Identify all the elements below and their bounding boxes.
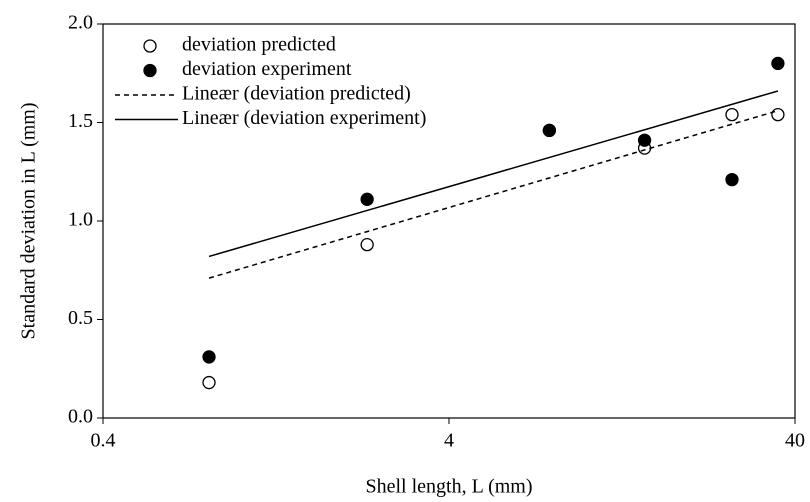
data-point bbox=[771, 107, 785, 122]
legend-marker bbox=[143, 39, 157, 53]
y-tick-label: 0.5 bbox=[68, 307, 93, 329]
data-point bbox=[202, 375, 216, 390]
y-tick-label: 1.5 bbox=[68, 110, 93, 132]
x-tick-label: 0.4 bbox=[91, 430, 116, 452]
y-axis-label: Standard deviation in L (mm) bbox=[18, 103, 40, 340]
y-tick-label: 0.0 bbox=[68, 406, 93, 428]
x-axis-label: Shell length, L (mm) bbox=[365, 476, 532, 498]
y-tick-label: 1.0 bbox=[68, 209, 93, 231]
data-point bbox=[725, 172, 739, 187]
data-point bbox=[202, 350, 216, 364]
data-point bbox=[542, 123, 557, 138]
legend-marker bbox=[143, 63, 157, 78]
x-tick-label: 4 bbox=[444, 430, 454, 452]
legend-label: Lineær (deviation predicted) bbox=[182, 83, 411, 105]
legend-label: deviation predicted bbox=[182, 34, 336, 56]
data-point bbox=[725, 107, 739, 122]
trend-line bbox=[208, 109, 779, 279]
data-point bbox=[360, 192, 374, 206]
data-point bbox=[637, 133, 652, 147]
x-tick-label: 40 bbox=[785, 430, 805, 452]
trend-line bbox=[208, 90, 779, 258]
data-point bbox=[360, 237, 374, 252]
legend-label: Lineær (deviation experiment) bbox=[182, 107, 426, 129]
data-point bbox=[771, 56, 785, 71]
y-tick-label: 2.0 bbox=[68, 12, 93, 34]
legend-label: deviation experiment bbox=[182, 58, 352, 80]
